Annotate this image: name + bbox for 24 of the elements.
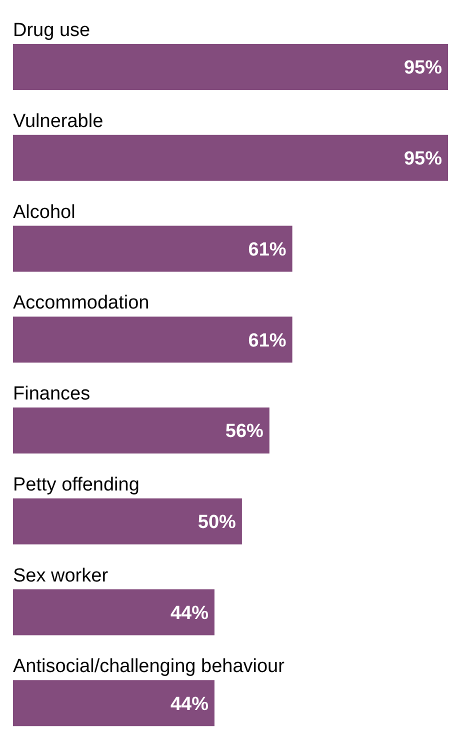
bar (13, 44, 448, 90)
bar (13, 226, 292, 272)
data-label: 44% (170, 694, 209, 715)
data-label: 61% (248, 239, 286, 260)
data-label: 61% (248, 330, 286, 352)
y-tick-label: Finances (13, 384, 90, 404)
data-label: 95% (404, 148, 442, 170)
bar (13, 589, 214, 636)
bar (13, 134, 448, 181)
y-tick-label: Petty offending (13, 474, 140, 496)
y-tick-label: Drug use (13, 20, 90, 41)
bar (13, 498, 242, 544)
bar (13, 316, 292, 363)
y-tick-label: Antisocial/challenging behaviour (13, 656, 286, 678)
y-tick-label: Sex worker (13, 565, 109, 586)
data-label: 95% (404, 58, 442, 79)
data-label: 56% (225, 421, 264, 442)
y-tick-label: Vulnerable (13, 110, 104, 132)
data-label: 50% (198, 512, 236, 534)
bar (13, 408, 270, 454)
y-tick-label: Accommodation (13, 292, 150, 314)
bar (13, 680, 214, 726)
y-tick-label: Alcohol (13, 202, 76, 223)
data-label: 44% (170, 602, 209, 624)
